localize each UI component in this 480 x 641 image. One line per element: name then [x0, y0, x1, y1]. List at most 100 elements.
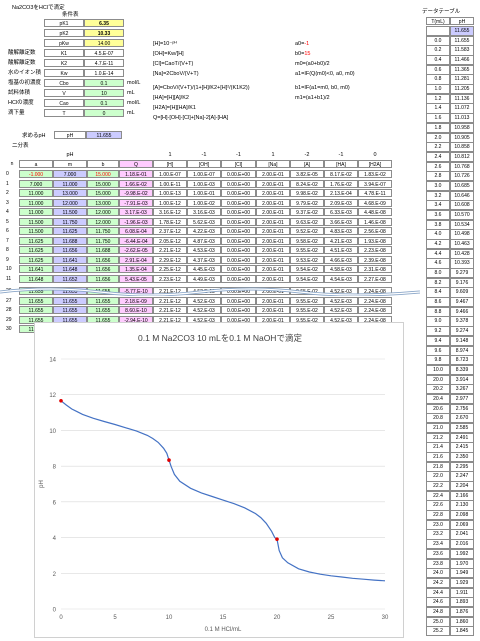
data-table-cell[interactable]: 20.4	[426, 393, 450, 405]
table-cell[interactable]: 10	[6, 266, 12, 272]
table-cell[interactable]: 11.655	[53, 296, 87, 305]
data-table-cell[interactable]: 1.0	[426, 84, 450, 95]
table-cell[interactable]: 1.00.E-07	[187, 170, 221, 178]
table-cell[interactable]: 11.000	[19, 208, 53, 216]
table-cell[interactable]: 8.17.E-02	[324, 170, 358, 178]
table-cell[interactable]: 8	[6, 247, 9, 253]
table-cell[interactable]: 6.33.E-03	[324, 208, 358, 216]
table-cell[interactable]: 2.29.E-12	[153, 255, 187, 264]
data-table-cell[interactable]: 20.8	[426, 413, 450, 424]
data-table-cell[interactable]: 1.929	[450, 577, 474, 589]
table-cell[interactable]: 9.55.E-02	[290, 306, 324, 314]
table-cell[interactable]: 6.08.E-04	[119, 227, 153, 235]
data-table-cell[interactable]: 2.204	[450, 481, 474, 492]
table-cell[interactable]: 0.00.E+00	[221, 236, 256, 245]
table-cell[interactable]: 3.82.E-05	[290, 170, 324, 178]
table-cell[interactable]: 1.93.E-08	[358, 236, 392, 245]
table-cell[interactable]: 3.16.E-12	[153, 208, 187, 216]
table-cell[interactable]: 4.68.E-09	[358, 198, 392, 207]
table-cell[interactable]: 30	[6, 326, 12, 332]
data-table-cell[interactable]: 11.136	[450, 93, 474, 104]
table-cell[interactable]: 4.78.E-11	[358, 189, 392, 197]
table-cell[interactable]: 5	[6, 218, 9, 225]
data-table-cell[interactable]: 3.4	[426, 200, 450, 211]
data-table-cell[interactable]: 9.378	[450, 316, 474, 327]
data-table-cell[interactable]: 1.6	[426, 113, 450, 124]
data-table-cell[interactable]: 8.339	[450, 364, 474, 376]
table-cell[interactable]: 11.655	[19, 296, 53, 305]
table-cell[interactable]: 2.00.E-01	[256, 198, 290, 207]
table-cell[interactable]: 11	[6, 275, 12, 282]
table-cell[interactable]: 0.00.E+00	[221, 198, 256, 207]
data-table-cell[interactable]: 2.585	[450, 422, 474, 434]
table-cell[interactable]: 28	[6, 307, 12, 313]
table-cell[interactable]: 1.78.E-12	[153, 217, 187, 226]
table-cell[interactable]: 2.00.E-01	[256, 306, 290, 314]
data-table-cell[interactable]: 4.6	[426, 258, 450, 269]
table-cell[interactable]: 2.25.E-12	[153, 265, 187, 273]
condition-value[interactable]: 10.33	[84, 29, 124, 37]
data-table-cell[interactable]: 2.295	[450, 461, 474, 472]
table-cell[interactable]: 4.58.E-03	[324, 265, 358, 273]
data-table-cell[interactable]: 10.463	[450, 239, 474, 250]
data-table-cell[interactable]: 22.2	[426, 481, 450, 492]
table-cell[interactable]: 9	[6, 256, 9, 263]
table-cell[interactable]: 7.000	[19, 179, 53, 188]
data-table-cell[interactable]: 1.2	[426, 93, 450, 104]
table-cell[interactable]: 11.688	[53, 236, 87, 245]
table-cell[interactable]: 4.48.E-08	[358, 208, 392, 216]
table-cell[interactable]: -1.000	[19, 170, 53, 178]
table-cell[interactable]: 4.53.E-03	[187, 246, 221, 254]
data-table-cell[interactable]: 10.498	[450, 229, 474, 240]
data-table-cell[interactable]: 24.4	[426, 587, 450, 598]
data-table-cell[interactable]: 25.2	[426, 626, 450, 637]
table-cell[interactable]: 9.54.E-02	[290, 274, 324, 283]
table-cell[interactable]: 4.66.E-03	[324, 255, 358, 264]
data-table-cell[interactable]: 11.466	[450, 55, 474, 66]
table-cell[interactable]: 0.00.E+00	[221, 296, 256, 305]
data-table-cell[interactable]: 20.0	[426, 374, 450, 385]
table-cell[interactable]: 1.00.E-01	[187, 189, 221, 197]
table-cell[interactable]: 2.18.E-09	[119, 296, 153, 305]
data-table-cell[interactable]: 22.8	[426, 510, 450, 521]
data-table-cell[interactable]: 11.072	[450, 103, 474, 114]
condition-value[interactable]: 0	[84, 109, 124, 117]
data-table-cell[interactable]: 10.685	[450, 180, 474, 192]
table-cell[interactable]: 0	[6, 171, 9, 177]
table-cell[interactable]: 2.00.E-01	[256, 296, 290, 305]
table-cell[interactable]: -1.96.E-03	[119, 217, 153, 226]
data-table-cell[interactable]: 21.4	[426, 442, 450, 453]
table-cell[interactable]: 9.55.E-02	[290, 296, 324, 305]
data-table-cell[interactable]: 2.130	[450, 500, 474, 511]
data-table-cell[interactable]: 21.2	[426, 432, 450, 443]
data-table-cell[interactable]: 11.365	[450, 64, 474, 75]
table-cell[interactable]: 9.63.E-02	[290, 217, 324, 226]
data-table-cell[interactable]: 21.0	[426, 422, 450, 434]
table-cell[interactable]: 11.656	[87, 255, 119, 264]
table-cell[interactable]: 2.21.E-12	[153, 296, 187, 305]
table-cell[interactable]: 11.652	[53, 274, 87, 283]
data-table-cell[interactable]: 3.914	[450, 374, 474, 385]
data-table-cell[interactable]: 9.2	[426, 326, 450, 337]
table-cell[interactable]: 0.00.E+00	[221, 227, 256, 235]
data-table-cell[interactable]: 10.858	[450, 142, 474, 153]
table-cell[interactable]: 13.000	[53, 189, 87, 197]
data-table-cell[interactable]: 10.570	[450, 209, 474, 221]
data-table-cell[interactable]: 9.0	[426, 316, 450, 327]
table-cell[interactable]: 11.500	[53, 208, 87, 216]
table-cell[interactable]: 11.656	[87, 274, 119, 283]
table-cell[interactable]: 9.53.E-02	[290, 255, 324, 264]
table-cell[interactable]: 2.00.E-01	[256, 265, 290, 273]
table-cell[interactable]: 2.23.E-08	[358, 246, 392, 254]
table-cell[interactable]: 15.000	[87, 179, 119, 188]
table-cell[interactable]: 0.00.E+00	[221, 246, 256, 254]
data-table-cell[interactable]: 10.608	[450, 200, 474, 211]
data-table-cell[interactable]: 3.8	[426, 219, 450, 230]
table-cell[interactable]: 0.00.E+00	[221, 189, 256, 197]
data-table-cell[interactable]: 11.655	[450, 26, 474, 37]
table-cell[interactable]: 5.62.E-03	[187, 217, 221, 226]
condition-value[interactable]: 4.7.E-11	[84, 59, 124, 67]
data-table-cell[interactable]: 4.2	[426, 239, 450, 250]
table-cell[interactable]: 11.500	[19, 227, 53, 235]
data-table-cell[interactable]: 10.428	[450, 248, 474, 259]
